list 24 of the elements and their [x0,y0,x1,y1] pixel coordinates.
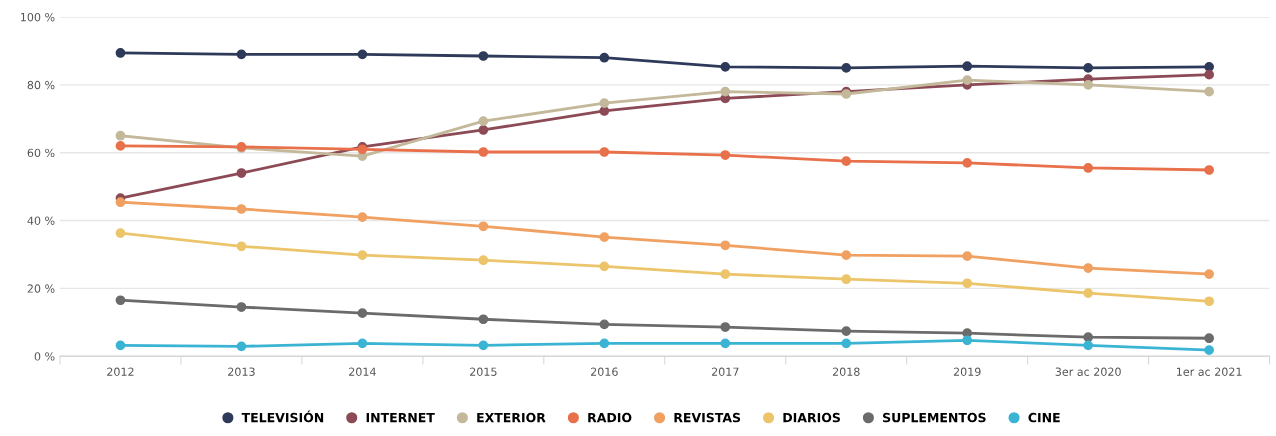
x-tick-label: 3er ac 2020 [1055,367,1121,376]
x-tick-label: 2019 [953,367,981,376]
x-tick-label: 1er ac 2021 [1176,367,1242,376]
legend-label: REVISTAS [674,412,741,423]
x-tick-label: 2013 [228,367,255,376]
y-tick-label: 100 % [21,12,55,22]
x-tick-label: 2017 [711,367,739,376]
legend-label: INTERNET [366,413,435,423]
x-tick-label: 2016 [590,367,618,376]
y-tick-label: 20 % [27,284,55,293]
legend-label: RADIO [588,412,632,423]
x-tick-label: 2015 [470,367,497,376]
x-tick-label: 2018 [832,367,860,376]
legend-label: SUPLEMENTOS [883,412,986,423]
y-tick-label: 0 % [34,352,55,361]
y-tick-label: 40 % [27,216,55,225]
x-tick-label: 2012 [107,367,134,376]
legend-label: DIARIOS [783,412,840,423]
y-tick-label: 60 % [27,148,55,158]
x-tick-label: 2014 [349,367,376,376]
legend-label: EXTERIOR [477,412,546,423]
legend-label: TELEVISIÓN [241,410,324,423]
legend-label: CINE [1028,412,1060,423]
y-tick-label: 80 % [27,80,55,90]
